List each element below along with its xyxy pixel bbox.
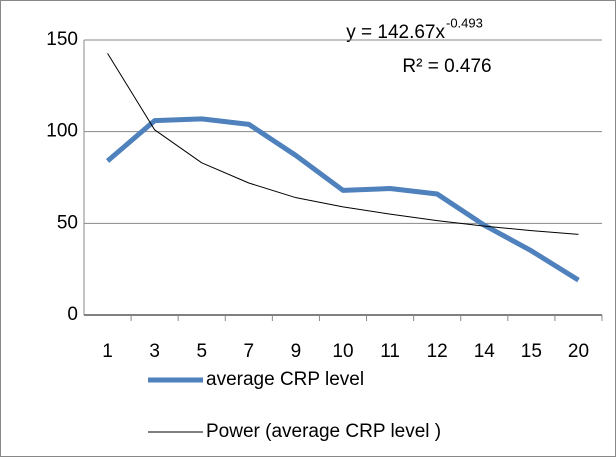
x-tick-label: 10 — [332, 341, 353, 362]
legend-label: Power (average CRP level ) — [206, 421, 441, 442]
y-tick-label: 50 — [57, 212, 78, 233]
series-line — [105, 116, 580, 283]
y-tick-label: 0 — [67, 304, 78, 325]
y-tick-label: 150 — [46, 29, 78, 50]
legend-label: average CRP level — [206, 369, 364, 390]
x-tick-label: 14 — [474, 341, 496, 362]
x-tick-label: 1 — [102, 341, 113, 362]
x-tick-label: 3 — [149, 341, 160, 362]
series-line — [107, 53, 579, 235]
x-tick-label: 7 — [244, 341, 255, 362]
equation: y = 142.67x — [346, 22, 445, 43]
x-tick-label: 20 — [568, 341, 589, 362]
equation-exponent: -0.493 — [446, 15, 483, 30]
x-tick-label: 11 — [380, 341, 400, 362]
y-tick-label: 100 — [46, 121, 78, 142]
r-squared: R² = 0.476 — [402, 56, 491, 77]
x-tick-label: 5 — [196, 341, 207, 362]
x-tick-label: 15 — [521, 341, 542, 362]
x-tick-label: 9 — [291, 341, 302, 362]
x-tick-label: 12 — [427, 341, 448, 362]
